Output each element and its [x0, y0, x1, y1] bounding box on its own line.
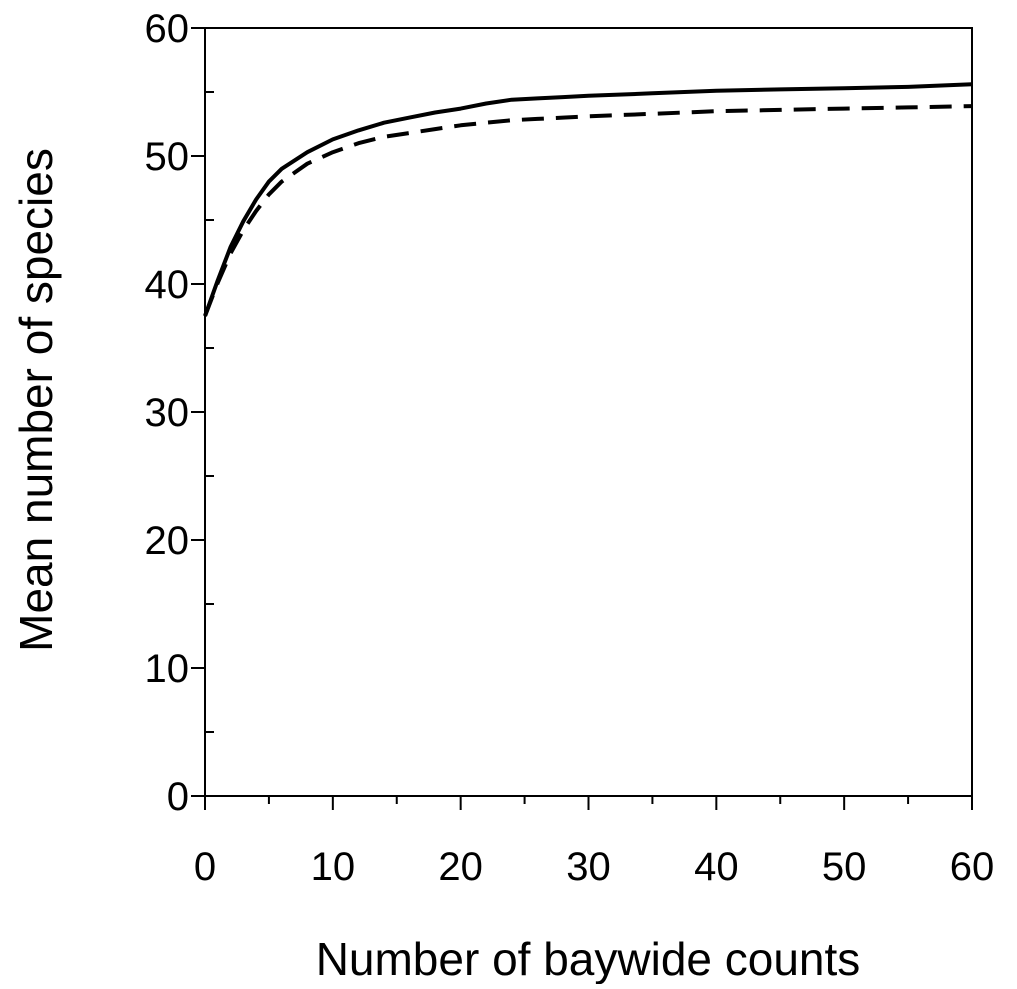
- axis-tick-labels: 0 10 20 30 40 50 60 0 10 20 30 40 50 60: [145, 7, 995, 889]
- y-tick-label: 30: [145, 391, 190, 435]
- y-tick-label: 0: [167, 775, 189, 819]
- x-tick-label: 40: [694, 845, 739, 889]
- y-tick-label: 10: [145, 647, 190, 691]
- solid-series-line: [203, 82, 973, 317]
- x-tick-label: 20: [438, 845, 483, 889]
- y-tick-label: 60: [145, 7, 190, 51]
- data-series: [203, 82, 973, 317]
- x-tick-label: 50: [822, 845, 867, 889]
- y-tick-label: 50: [145, 135, 190, 179]
- x-tick-label: 0: [194, 845, 216, 889]
- y-axis-title: Mean number of species: [10, 148, 62, 652]
- y-tick-label: 20: [145, 519, 190, 563]
- x-tick-label: 30: [566, 845, 611, 889]
- x-tick-label: 10: [311, 845, 356, 889]
- y-tick-label: 40: [145, 263, 190, 307]
- plot-border: [204, 27, 973, 797]
- x-tick-label: 60: [950, 845, 995, 889]
- dashed-series-line: [203, 104, 973, 317]
- plot-frame: [204, 27, 973, 797]
- x-axis-title: Number of baywide counts: [316, 933, 861, 984]
- axis-ticks: [191, 27, 973, 810]
